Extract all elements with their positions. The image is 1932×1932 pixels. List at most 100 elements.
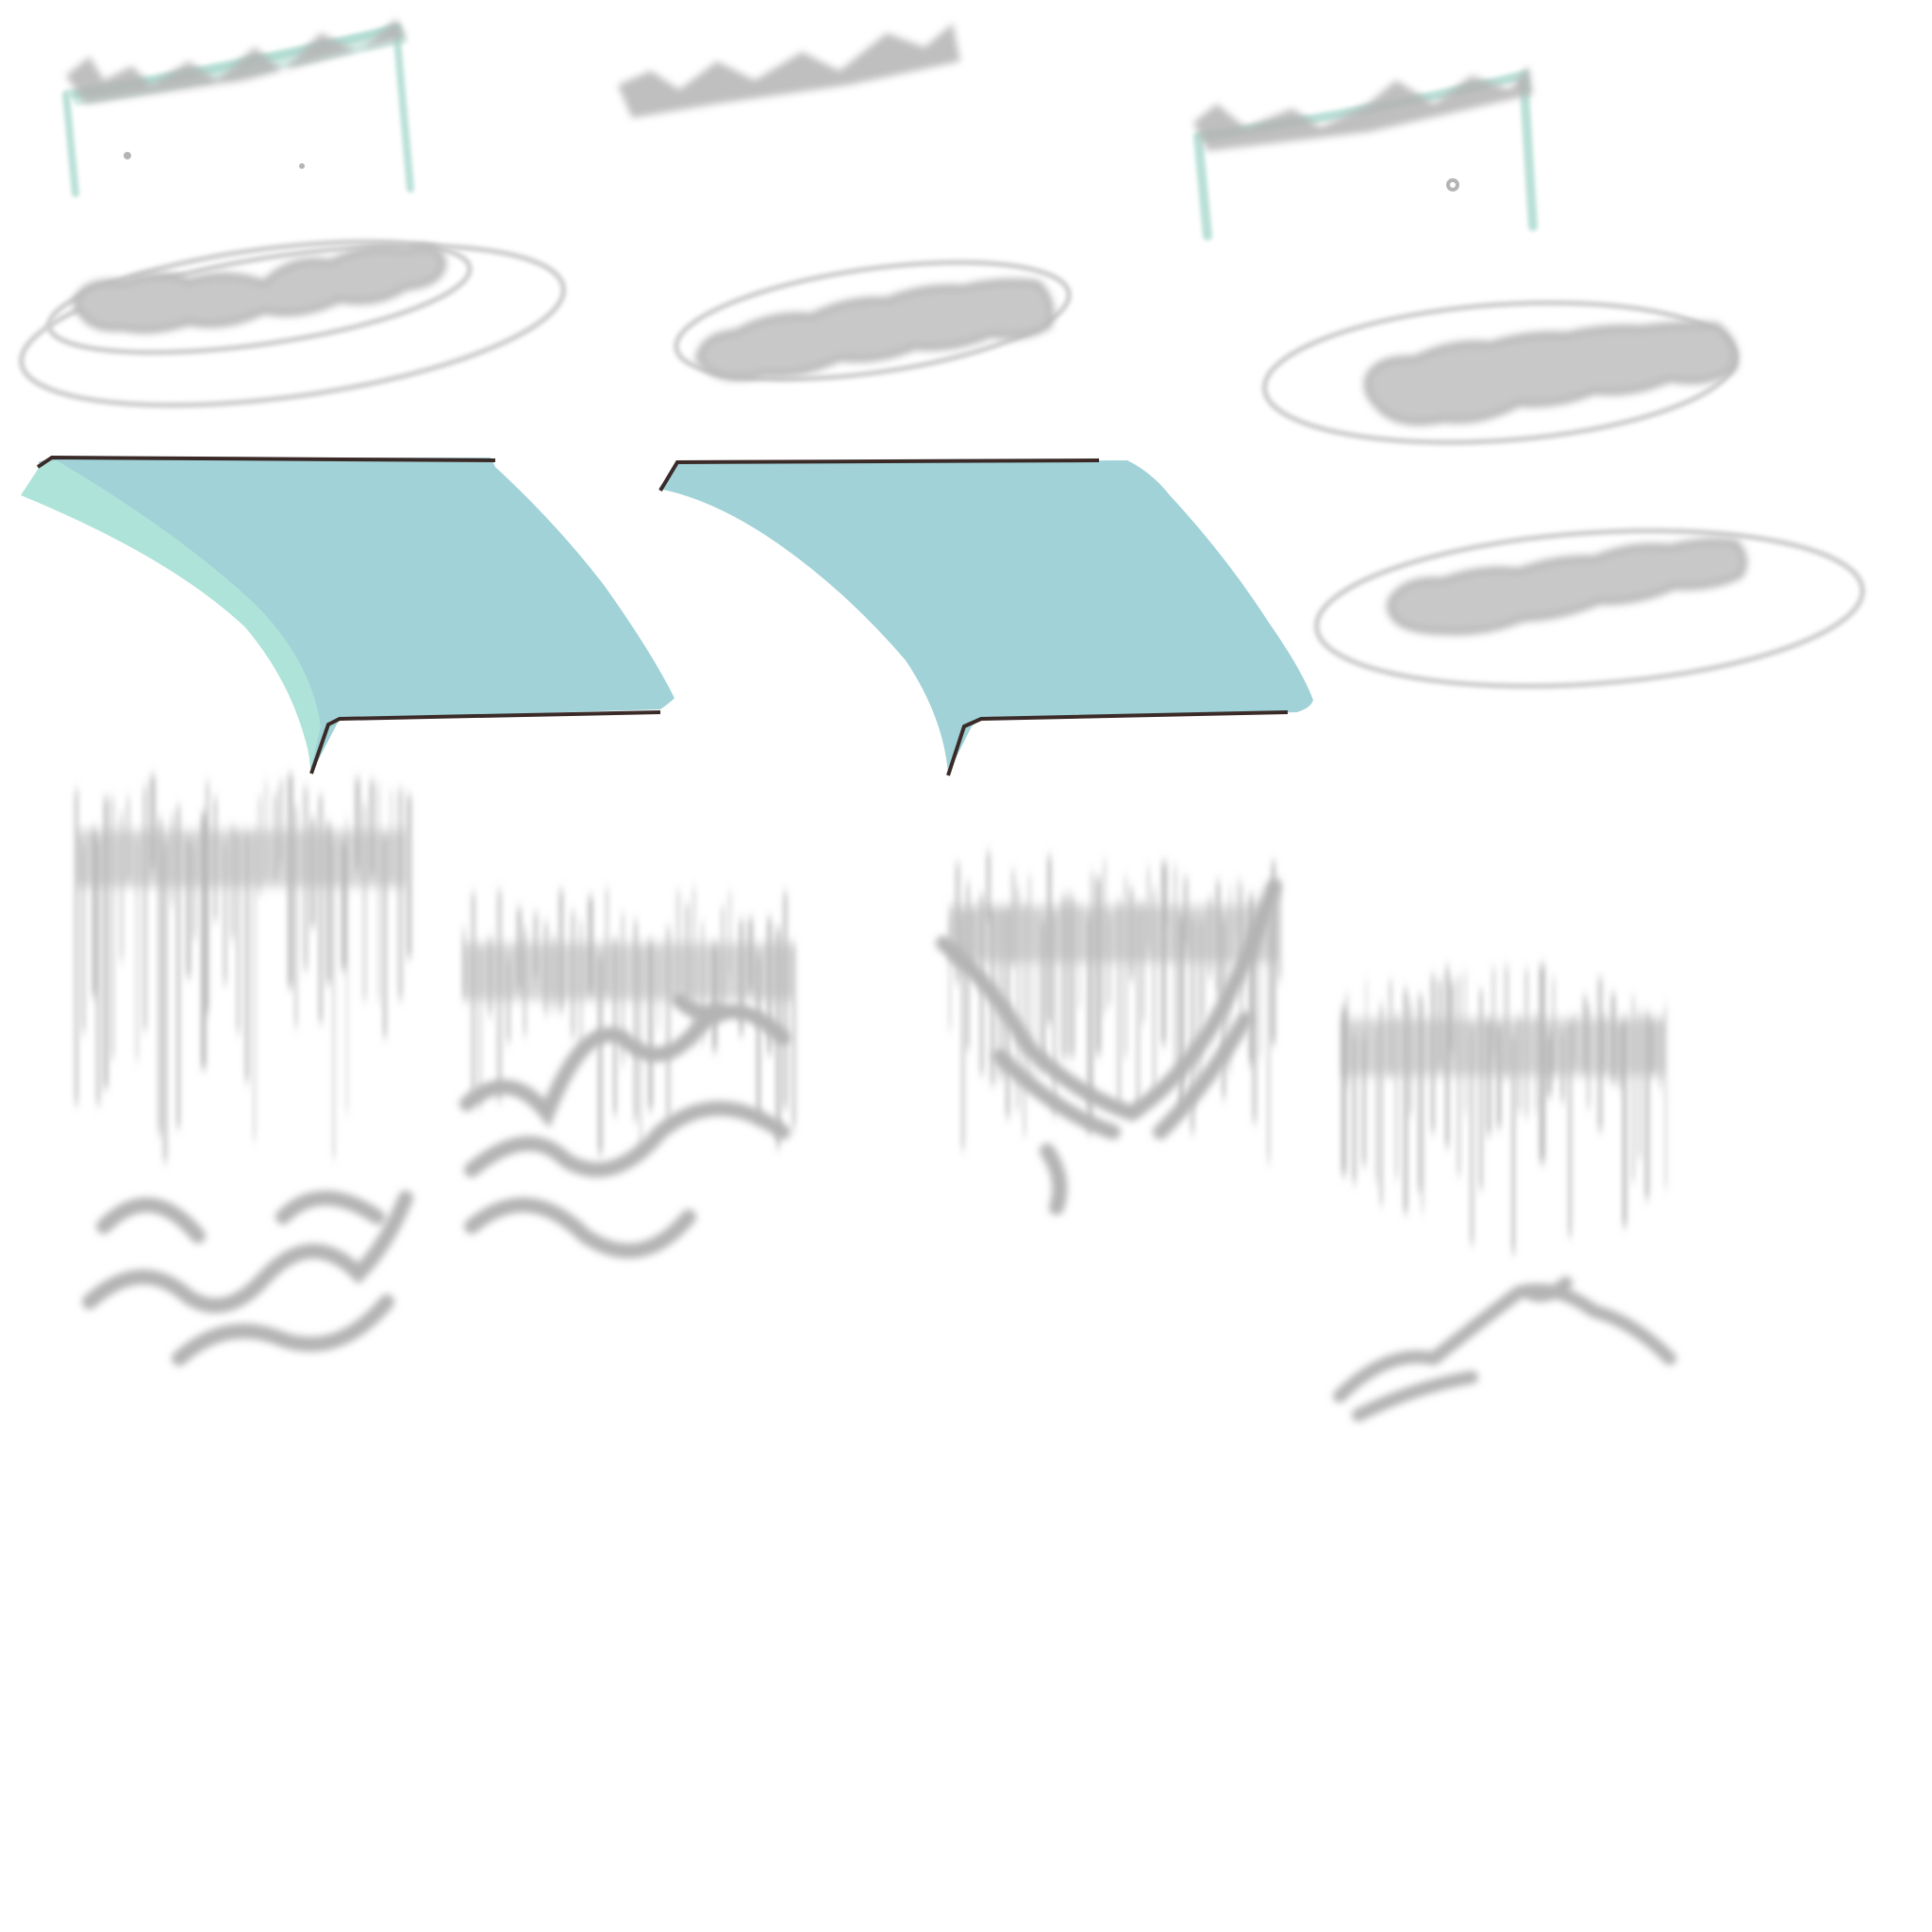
stream-streak [1095,877,1102,1055]
foam-cloud [72,244,447,334]
water-ledge-sprite-2 [658,458,1313,776]
stream-streak [633,921,638,1121]
stream-streak [1024,903,1026,1136]
stream-streak [176,806,180,1128]
stream-streak [75,790,78,1105]
stream-streak [224,843,227,985]
stream-streak [1664,1005,1667,1188]
stream-streak [1486,1018,1491,1135]
stream-streak [1252,921,1257,1123]
stream-streak [960,912,965,1149]
waterfall-stream-sprite-1 [75,774,413,1366]
stream-streak [987,852,991,921]
stream-caustic-net [459,992,791,1258]
stream-streak [1361,1037,1367,1166]
stream-streak [1631,996,1635,1182]
stream-caustic-net [1333,1276,1676,1422]
stream-streak [1497,1025,1502,1127]
stream-streaks [1340,964,1667,1253]
stream-streak [1374,1027,1379,1183]
stream-streak [1638,1010,1641,1158]
stream-streak [244,831,250,1082]
stream-streak [136,841,139,1060]
stream-streak [1417,994,1424,1191]
stream-caustic-net [936,879,1281,1215]
stream-streak [1136,902,1141,1111]
ledge-top-edge [658,458,1100,492]
stream-streak [791,943,796,1127]
ripple-ring-outer [673,259,1073,382]
spray-crest [1193,66,1533,151]
stream-streak [1178,917,1185,1108]
stream-streak [407,795,411,958]
stream-streaks [462,887,796,1154]
waterfall-rim [62,23,414,197]
stream-streak [757,955,760,1122]
stream-streak [1352,1035,1357,1183]
stream-streak [728,891,732,974]
stream-streak [1164,862,1168,927]
ledge-bottom-edge [309,710,661,774]
stream-streak [325,823,331,984]
stream-streak [362,804,367,1000]
stream-streak [332,842,335,1158]
ripple-foam-sprite-1 [18,239,567,408]
ripple-ring-outer [18,242,567,408]
ledge-surface [38,458,675,774]
stream-streak [1027,875,1031,1089]
stream-streak [345,818,348,1112]
stream-streak [648,940,653,1110]
ledge-bottom-edge [946,710,1289,776]
stream-caustic-net [82,1191,413,1366]
stream-streak [1091,872,1093,1114]
stream-streak [1052,913,1058,1116]
stream-streak [111,797,114,1058]
stream-crest-band [75,830,406,887]
stream-streak [605,888,608,995]
stream-streak [369,780,375,874]
stream-streak [1061,894,1066,1058]
stream-streak [613,938,617,1115]
stream-streak [1016,887,1020,1111]
stream-streak [341,842,347,970]
stream-streaks [75,774,411,1162]
stream-streak [81,846,86,1033]
stream-streak [1449,981,1455,1052]
water-droplet [124,152,131,159]
stream-streak [1644,1011,1650,1199]
stream-streak [193,844,196,938]
water-ledge-sprite-1 [21,455,675,774]
stream-streak [92,827,96,997]
ripple-foam-sprite-2 [673,259,1073,382]
stream-streak [1041,922,1045,1071]
stream-streak [1403,990,1408,1213]
spray-crest [66,19,406,104]
stream-streak [201,812,207,1069]
stream-crest-band [1340,1019,1665,1075]
stream-streak [1457,976,1461,1175]
stream-streak [948,917,951,1030]
spray-crest [618,24,960,118]
stream-streak [253,827,256,1141]
stream-streak [1511,1036,1515,1253]
stream-streak [597,957,603,1154]
water-droplet [1446,178,1459,192]
stream-streak [1258,893,1261,1058]
stream-streak [1202,919,1206,1019]
stream-streak [1117,900,1122,1107]
stream-streak [1341,1007,1347,1175]
stream-streak [1152,889,1157,1090]
stream-streak [186,840,192,977]
stream-streak [1190,918,1195,1133]
stream-streak [397,789,404,999]
ripple-foam-sprite-3 [1261,300,1739,445]
foam-cloud [1363,322,1739,425]
stream-streak [1568,1019,1572,1236]
stream-streak [1421,1000,1424,1212]
stream-streak [1087,918,1092,1134]
stream-streak [377,784,380,1002]
stream-streak [1072,898,1075,1058]
stream-streak [665,927,672,1120]
stream-streak [1124,877,1127,1058]
